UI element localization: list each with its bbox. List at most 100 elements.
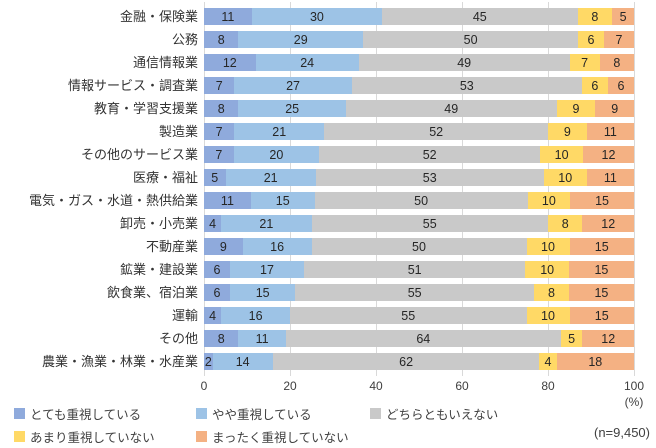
bar-segment: 5: [612, 8, 634, 25]
bar-row: 公務 8 29 50 6 7: [0, 28, 656, 51]
bar-track: 4 16 55 10 15: [204, 307, 634, 324]
bar-segment: 7: [204, 77, 235, 94]
bar-segment: 10: [527, 192, 571, 209]
bar-segment: 4: [539, 353, 557, 370]
bar-row: 運輸 4 16 55 10 15: [0, 304, 656, 327]
bar-segment: 5: [560, 330, 583, 347]
bar-segment: 6: [204, 284, 231, 301]
x-tick-label: 60: [455, 379, 469, 393]
bar-segment: 15: [569, 307, 634, 324]
bar-track: 9 16 50 10 15: [204, 238, 634, 255]
gridline: [290, 2, 291, 376]
bar-track: 11 30 45 8 5: [204, 8, 634, 25]
x-tick-label: 0: [200, 379, 208, 393]
legend-item: あまり重視していない: [14, 427, 155, 446]
bar-segment: 15: [568, 261, 635, 278]
category-label: 鉱業・建設業: [119, 262, 198, 277]
bar-segment: 7: [204, 123, 235, 140]
bar-row: 鉱業・建設業 6 17 51 10 15: [0, 258, 656, 281]
bar-segment: 11: [586, 169, 634, 186]
bar-segment: 6: [204, 261, 231, 278]
bar-segment: 52: [318, 146, 541, 163]
bar-row: 農業・漁業・林業・水産業 2 14 62 4 18: [0, 350, 656, 373]
bar-segment: 11: [204, 8, 252, 25]
bar-segment: 20: [233, 146, 319, 163]
bar-segment: 51: [303, 261, 526, 278]
x-tick-label: 80: [541, 379, 555, 393]
bar-row: 飲食業、宿泊業 6 15 55 8 15: [0, 281, 656, 304]
bar-row: 情報サービス・調査業 7 27 53 6 6: [0, 74, 656, 97]
bar-segment: 8: [204, 31, 239, 48]
bar-segment: 16: [221, 307, 290, 324]
bar-segment: 9: [204, 238, 243, 255]
category-label: 金融・保険業: [119, 9, 198, 24]
bar-segment: 14: [212, 353, 273, 370]
bar-track: 12 24 49 7 8: [204, 54, 634, 71]
bar-segment: 64: [285, 330, 561, 347]
bar-track: 2 14 62 4 18: [204, 353, 634, 370]
bar-row: 教育・学習支援業 8 25 49 9 9: [0, 97, 656, 120]
bar-segment: 53: [315, 169, 544, 186]
bar-segment: 50: [363, 31, 579, 48]
bar-row: 不動産業 9 16 50 10 15: [0, 235, 656, 258]
bar-segment: 62: [272, 353, 540, 370]
bar-segment: 17: [230, 261, 304, 278]
legend-label: あまり重視していない: [30, 431, 155, 445]
axis-unit-label: (%): [624, 395, 644, 409]
category-label: 飲食業、宿泊業: [106, 285, 198, 300]
bar-row: 製造業 7 21 52 9 11: [0, 120, 656, 143]
bar-segment: 15: [250, 192, 315, 209]
bar-segment: 8: [534, 284, 569, 301]
bar-segment: 49: [345, 100, 557, 117]
x-tick-label: 100: [623, 379, 645, 393]
x-tick-label: 20: [283, 379, 297, 393]
bar-segment: 11: [586, 123, 634, 140]
category-label: 医療・福祉: [132, 170, 198, 185]
category-label: 公務: [171, 32, 198, 47]
bar-row: 金融・保険業 11 30 45 8 5: [0, 5, 656, 28]
x-axis: (%) 0 20 40 60 80 100: [0, 379, 656, 413]
bar-row: その他 8 11 64 5 12: [0, 327, 656, 350]
bar-segment: 10: [543, 169, 587, 186]
category-label: その他: [158, 331, 198, 346]
bar-segment: 4: [204, 307, 222, 324]
bar-segment: 24: [255, 54, 359, 71]
bar-segment: 21: [234, 123, 325, 140]
bar-segment: 15: [230, 284, 296, 301]
bar-segment: 16: [242, 238, 312, 255]
bar-segment: 9: [595, 100, 635, 117]
gridline: [376, 2, 377, 376]
x-tick-label: 40: [369, 379, 383, 393]
bar-segment: 12: [204, 54, 256, 71]
category-label: 農業・漁業・林業・水産業: [41, 354, 198, 369]
bar-segment: 55: [290, 307, 527, 324]
legend-swatch: [196, 431, 207, 442]
bar-segment: 52: [324, 123, 548, 140]
bar-segment: 7: [204, 146, 234, 163]
bar-segment: 18: [556, 353, 634, 370]
bar-row: 卸売・小売業 4 21 55 8 12: [0, 212, 656, 235]
bar-segment: 50: [314, 192, 528, 209]
category-label: 情報サービス・調査業: [67, 78, 198, 93]
bar-track: 7 20 52 10 12: [204, 146, 635, 163]
legend-item: まったく重視していない: [196, 427, 349, 446]
bar-segment: 7: [603, 31, 634, 48]
bar-track: 5 21 53 10 11: [204, 169, 634, 186]
bar-segment: 6: [607, 77, 634, 94]
bar-segment: 11: [238, 330, 286, 347]
bar-segment: 12: [582, 146, 635, 163]
bar-segment: 10: [526, 307, 570, 324]
bar-segment: 6: [578, 31, 604, 48]
category-label: 通信情報業: [132, 55, 198, 70]
category-label: その他のサービス業: [80, 147, 198, 162]
category-label: 卸売・小売業: [119, 216, 198, 231]
category-label: 製造業: [158, 124, 198, 139]
bar-segment: 15: [569, 238, 634, 255]
bar-segment: 8: [599, 54, 634, 71]
bar-rows: 金融・保険業 11 30 45 8 5 公務 8 29 50 6 7 通信情報業 12 24 49 7 8 情報サー…: [0, 5, 656, 373]
bar-segment: 21: [225, 169, 316, 186]
bar-track: 6 15 55 8 15: [204, 284, 635, 301]
bar-segment: 55: [295, 284, 535, 301]
bar-segment: 6: [581, 77, 608, 94]
